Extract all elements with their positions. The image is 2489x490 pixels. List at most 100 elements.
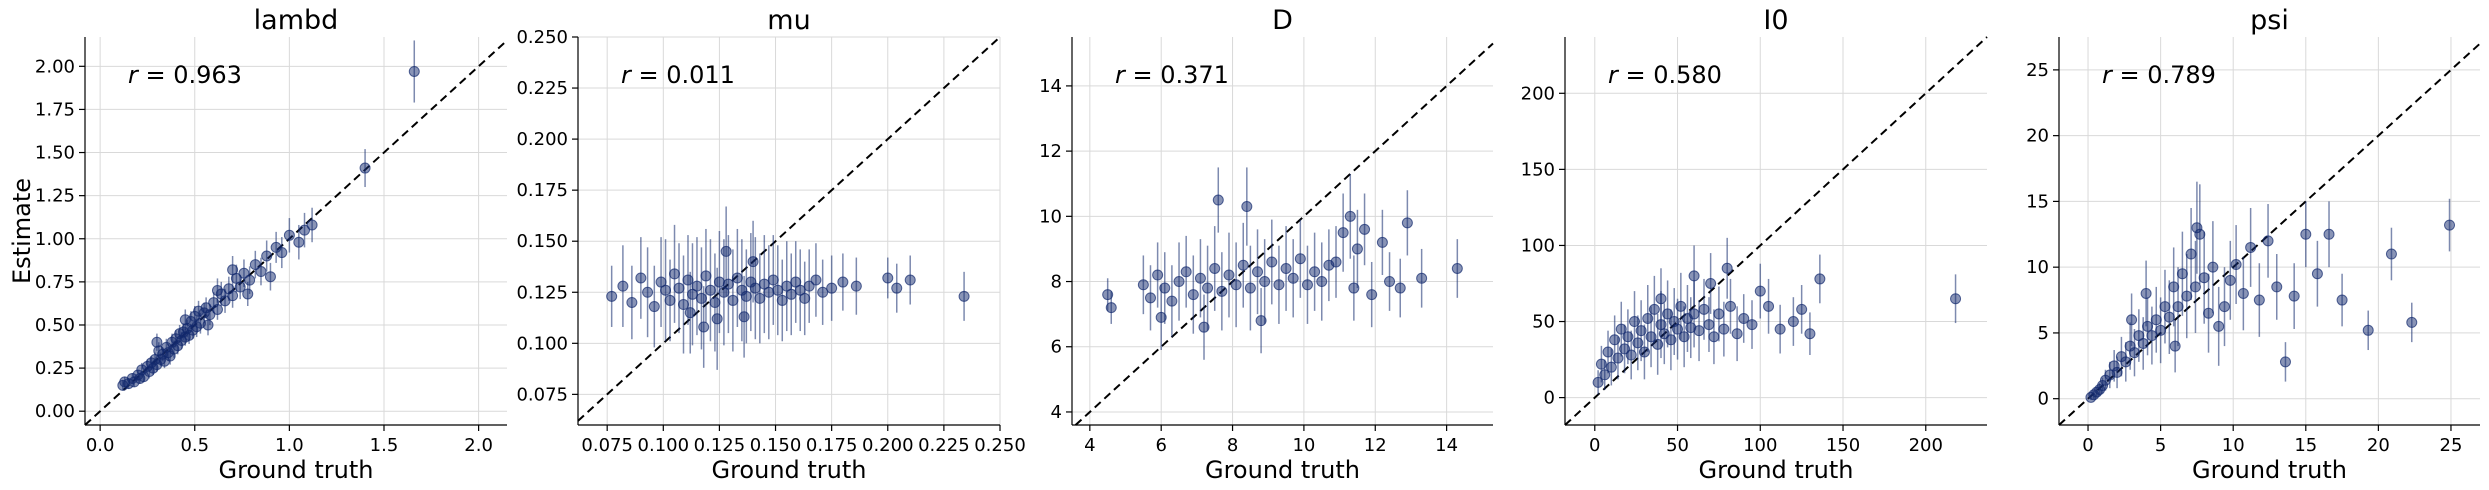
data-point xyxy=(1595,358,1607,370)
data-point xyxy=(1359,223,1371,235)
y-tick-label: 1.50 xyxy=(35,143,75,164)
subplot-D: 4 6 8 10 12 14 4 6 8 10 12 14 D Ground truth r = 0.371 xyxy=(1039,5,1494,484)
data-point xyxy=(837,276,849,288)
data-point xyxy=(1280,262,1292,274)
data-point xyxy=(1708,331,1720,343)
data-point xyxy=(1774,323,1786,335)
subplot-title: mu xyxy=(767,5,810,36)
data-point xyxy=(2311,268,2323,280)
data-point xyxy=(1787,316,1799,328)
data-point xyxy=(1259,276,1271,288)
data-point xyxy=(2271,281,2283,293)
data-point xyxy=(2150,314,2162,326)
data-point xyxy=(2137,337,2149,349)
data-point xyxy=(1612,352,1624,364)
x-tick-label: 150 xyxy=(1826,435,1860,456)
data-point xyxy=(283,229,295,241)
y-tick-label: 0.00 xyxy=(35,401,75,422)
data-point xyxy=(1237,259,1249,271)
y-tick-label: 0 xyxy=(2038,389,2049,410)
x-axis-label: Ground truth xyxy=(218,456,373,484)
data-point xyxy=(1605,361,1617,373)
data-point xyxy=(2128,347,2140,359)
y-tick-label: 50 xyxy=(1532,312,1555,333)
x-tick-label: 6 xyxy=(1155,435,1166,456)
data-point xyxy=(1615,323,1627,335)
data-point xyxy=(1642,312,1654,324)
data-point xyxy=(1309,266,1321,278)
data-point xyxy=(891,282,903,294)
data-point xyxy=(1693,325,1705,337)
data-point xyxy=(179,314,191,326)
data-point xyxy=(711,313,723,325)
y-tick-label: 0.75 xyxy=(35,272,75,293)
x-tick-label: 0.5 xyxy=(180,435,209,456)
data-point xyxy=(1337,227,1349,239)
x-tick-label: 25 xyxy=(2440,435,2463,456)
subplot-psi: 0 5 10 15 20 25 0 5 10 15 20 25 psi Ground truth r = 0… xyxy=(2026,5,2481,484)
data-point xyxy=(211,284,223,296)
x-tick-label: 0 xyxy=(1589,435,1600,456)
data-point xyxy=(1348,282,1360,294)
y-tick-label: 1.00 xyxy=(35,229,75,250)
x-tick-label: 0.125 xyxy=(694,435,746,456)
data-point xyxy=(1645,331,1657,343)
data-point xyxy=(2385,248,2397,260)
data-point xyxy=(1688,308,1700,320)
data-point xyxy=(2444,219,2456,231)
y-tick-label: 20 xyxy=(2026,126,2049,147)
data-point xyxy=(606,290,618,302)
data-point xyxy=(408,65,420,77)
data-point xyxy=(684,307,696,319)
x-tick-label: 0.250 xyxy=(974,435,1026,456)
data-point xyxy=(648,301,660,313)
data-point xyxy=(722,278,734,290)
data-point xyxy=(1731,328,1743,340)
data-point xyxy=(673,282,685,294)
data-point xyxy=(691,280,703,292)
data-point xyxy=(276,247,288,259)
data-point xyxy=(2323,228,2335,240)
data-point xyxy=(1144,292,1156,304)
x-tick-label: 15 xyxy=(2294,435,2317,456)
data-point xyxy=(2362,324,2374,336)
data-point xyxy=(1173,276,1185,288)
subplot-title: I0 xyxy=(1763,5,1788,36)
data-point xyxy=(2189,281,2201,293)
y-tick-label: 5 xyxy=(2038,323,2049,344)
data-point xyxy=(747,256,759,268)
identity-line xyxy=(1564,36,1988,426)
data-point xyxy=(1255,315,1267,327)
data-point xyxy=(678,299,689,311)
data-point xyxy=(958,290,970,302)
data-point xyxy=(1241,201,1253,213)
y-tick-label: 10 xyxy=(2026,257,2049,278)
data-point xyxy=(1648,303,1660,315)
y-tick-label: 0 xyxy=(1544,388,1555,409)
x-tick-label: 1.5 xyxy=(370,435,399,456)
y-tick-label: 200 xyxy=(1521,83,1555,104)
data-point xyxy=(785,288,797,300)
y-tick-label: 0.075 xyxy=(516,384,568,405)
data-point xyxy=(1212,194,1224,206)
data-point xyxy=(1721,262,1733,274)
data-point xyxy=(2336,294,2348,306)
data-point xyxy=(1152,269,1164,281)
data-point xyxy=(1638,346,1650,358)
correlation-label: r = 0.371 xyxy=(1115,61,1229,89)
data-point xyxy=(1662,308,1674,320)
data-point xyxy=(1351,243,1363,255)
data-point xyxy=(1166,295,1178,307)
data-point xyxy=(1599,369,1611,381)
data-point xyxy=(1155,311,1167,323)
data-point xyxy=(850,280,862,292)
data-point xyxy=(1632,337,1644,349)
data-point xyxy=(1688,270,1700,282)
data-point xyxy=(1137,279,1149,291)
x-tick-label: 100 xyxy=(1743,435,1777,456)
x-tick-label: 4 xyxy=(1084,435,1095,456)
subplot-title: D xyxy=(1272,5,1293,36)
data-point xyxy=(1754,285,1766,297)
data-point xyxy=(1678,331,1690,343)
